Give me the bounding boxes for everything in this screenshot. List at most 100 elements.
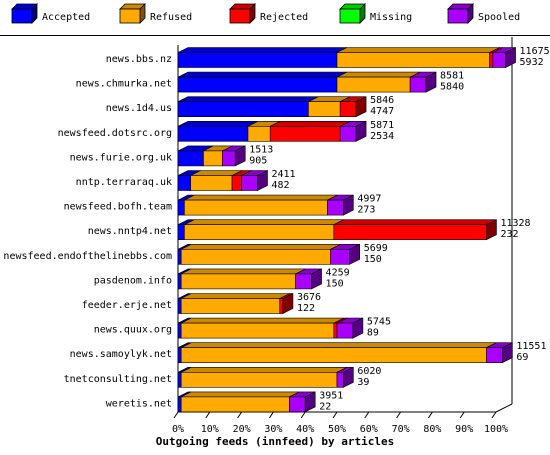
- bar-segment-spooled: [492, 47, 516, 68]
- bar-segment-top: [181, 244, 341, 250]
- bar-segment-top: [181, 317, 344, 324]
- bar-segment-face: [177, 52, 338, 68]
- bar-row: [177, 145, 246, 167]
- bar-segment-face: [409, 76, 427, 93]
- x-tick: [491, 411, 497, 419]
- category-label: news.chmurka.net: [76, 79, 172, 90]
- x-tick: [364, 411, 370, 419]
- bar-side-face: [355, 120, 367, 142]
- bar-segment-face: [308, 101, 341, 117]
- bar-segment-face: [177, 249, 182, 265]
- bar-segment-rejected: [333, 317, 348, 339]
- bar-segment-face: [333, 322, 338, 339]
- bar-segment-top: [336, 71, 421, 78]
- bar-row: [177, 71, 437, 93]
- x-tick: [205, 411, 211, 419]
- bar-segment-face: [241, 175, 258, 191]
- bar-side-face: [355, 96, 367, 118]
- bar-row: [177, 96, 367, 118]
- bar-segment-top: [336, 47, 500, 53]
- bar-segment-face: [180, 273, 296, 290]
- bar-row: [177, 219, 497, 241]
- bar-row: [177, 293, 294, 314]
- bar-segment-face: [177, 322, 182, 339]
- value-label-secondary: 69: [516, 352, 528, 363]
- bar-side-face: [352, 317, 364, 339]
- bar-segment-face: [184, 224, 335, 240]
- x-tick: [268, 411, 274, 419]
- bar-segment-face: [339, 126, 357, 142]
- bar-side-face: [234, 145, 246, 167]
- x-tick-label: 80%: [423, 424, 441, 435]
- bar-segment-face: [177, 175, 192, 191]
- value-label-secondary: 273: [357, 205, 375, 216]
- bar-segment-face: [486, 347, 503, 364]
- bar-segment-face: [180, 249, 331, 265]
- bar-segment-face: [190, 175, 233, 191]
- bar-segment-accepted: [177, 121, 259, 142]
- legend: Accepted Refused Rejected Missing Spooled: [11, 3, 520, 24]
- category-label: pasdenom.info: [94, 275, 172, 286]
- bar-segment-top: [177, 47, 348, 53]
- bar-row: [177, 317, 364, 339]
- bar-segment-face: [177, 199, 185, 216]
- legend-item-missing: Missing: [339, 3, 412, 24]
- value-label-secondary: 89: [367, 328, 379, 339]
- category-label: nntp.terraraq.uk: [76, 177, 172, 188]
- bar-segment-face: [177, 298, 182, 314]
- bar-segment-face: [177, 150, 204, 167]
- bar-segment-refused: [308, 96, 351, 117]
- bar-side-face: [343, 194, 354, 216]
- value-label-total: 5699: [364, 243, 388, 254]
- bar-segment-face: [327, 199, 344, 216]
- value-label-secondary: 482: [272, 180, 290, 191]
- bar-segment-face: [336, 371, 344, 388]
- value-label-secondary: 122: [297, 303, 315, 314]
- value-label-secondary: 2534: [370, 131, 394, 142]
- value-label-total: 1513: [249, 144, 273, 155]
- bar-row: [177, 268, 322, 290]
- legend-label: Accepted: [42, 12, 90, 23]
- bar-segment-top: [181, 342, 497, 349]
- category-label: weretis.net: [106, 398, 172, 409]
- x-tick: [300, 411, 306, 419]
- bar-side-face: [425, 71, 437, 93]
- legend-swatch: [119, 8, 141, 24]
- x-tick-label: 50%: [328, 424, 346, 435]
- bar-row: [177, 342, 513, 364]
- category-label: news.samoylyk.net: [70, 349, 172, 360]
- category-label: newsfeed.bofh.team: [64, 202, 172, 213]
- x-tick-label: 0%: [172, 424, 184, 435]
- legend-item-spooled: Spooled: [447, 3, 520, 24]
- bar-row: [177, 47, 516, 68]
- value-label-total: 5846: [370, 95, 394, 106]
- bar-segment-top: [177, 96, 319, 102]
- bar-segment-face: [336, 76, 411, 93]
- legend-label: Refused: [150, 12, 192, 23]
- bar-segment-top: [181, 391, 300, 398]
- bar-side-face: [343, 366, 354, 388]
- x-tick-label: 30%: [264, 424, 282, 435]
- value-label-total: 4259: [326, 267, 350, 278]
- bar-side-face: [349, 243, 361, 265]
- value-label-total: 11328: [500, 218, 530, 229]
- bar-segment-accepted: [177, 145, 214, 167]
- bar-segment-refused: [180, 317, 344, 339]
- legend-label: Missing: [370, 12, 412, 23]
- value-label-secondary: 39: [357, 377, 369, 388]
- bar-segment-face: [180, 322, 335, 339]
- legend-swatch: [447, 8, 469, 24]
- bar-segment-face: [336, 52, 490, 68]
- bar-row: [177, 194, 354, 216]
- bar-segment-refused: [336, 47, 500, 68]
- bar-segment-top: [181, 268, 306, 275]
- bar-segment-face: [180, 347, 487, 364]
- bar-segment-face: [184, 199, 328, 216]
- bar-segment-top: [177, 71, 348, 78]
- bar-segment-face: [180, 396, 290, 413]
- x-tick-label: 20%: [233, 424, 251, 435]
- bar-segment-face: [177, 396, 182, 413]
- x-tick: [459, 411, 465, 419]
- value-label-total: 3676: [297, 292, 321, 303]
